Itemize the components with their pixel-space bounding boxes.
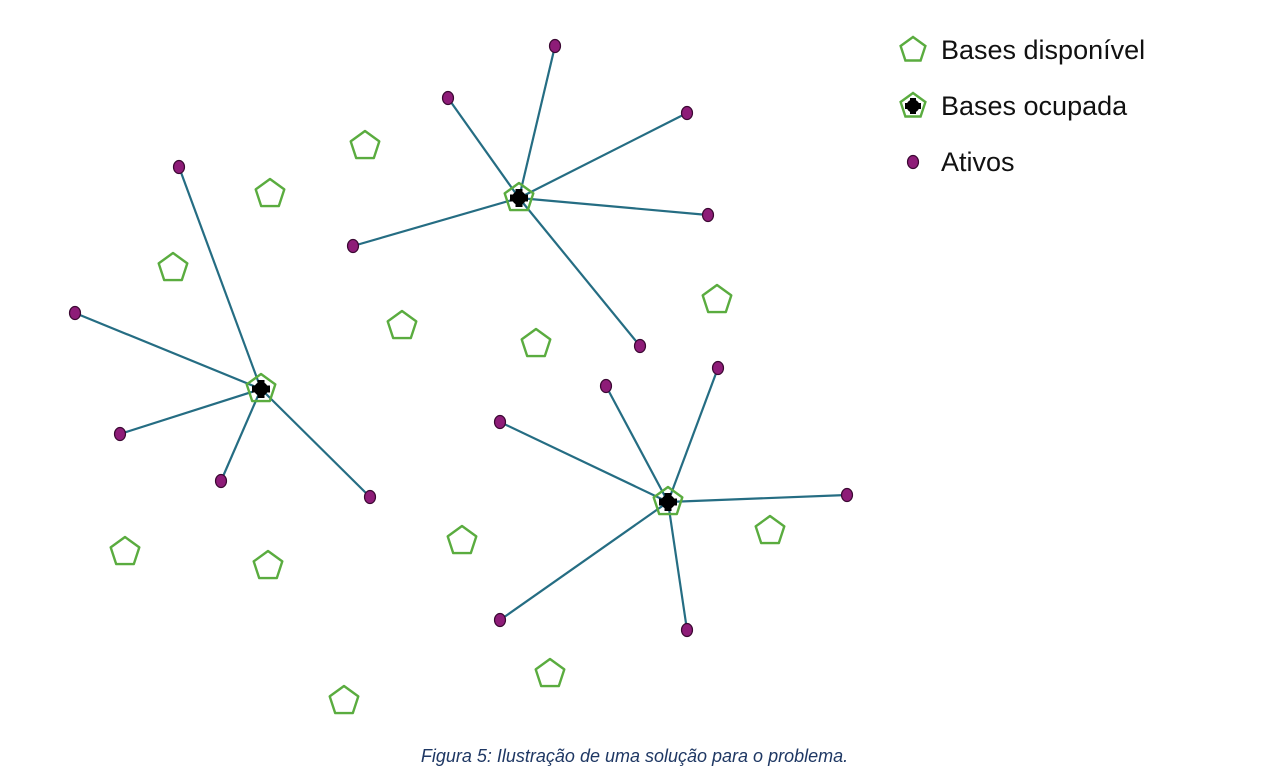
asset-dot-icon xyxy=(363,489,377,505)
available-base-icon xyxy=(328,684,360,715)
available-base-icon xyxy=(349,129,381,160)
asset-dot-icon xyxy=(599,378,613,394)
connection-line xyxy=(260,388,371,498)
connection-line xyxy=(518,197,641,347)
available-bases xyxy=(109,129,786,715)
occupied-base-pentagon-icon xyxy=(503,181,535,212)
pentagon-outline-icon xyxy=(899,35,927,62)
available-base-icon xyxy=(446,524,478,555)
occupied-base xyxy=(652,485,684,516)
connection-line xyxy=(605,385,669,503)
connection-line xyxy=(499,421,669,503)
connection-line xyxy=(667,493,848,504)
available-base-icon xyxy=(534,657,566,688)
legend-assets-label: Ativos xyxy=(941,146,1015,177)
legend-item-available: Bases disponível xyxy=(895,22,1145,78)
occupied-marker-bar xyxy=(664,493,672,511)
connection-line xyxy=(119,387,262,436)
asset-dot-icon xyxy=(548,38,562,54)
legend-item-occupied: Bases ocupada xyxy=(895,78,1145,134)
available-base-icon xyxy=(386,309,418,340)
available-base-icon xyxy=(252,549,284,580)
asset-dot-icon xyxy=(711,360,725,376)
connection-line xyxy=(666,367,720,503)
connection-line xyxy=(499,501,669,621)
connection-line xyxy=(352,196,520,248)
purple-dot-icon xyxy=(906,154,920,170)
asset-dot-icon xyxy=(493,414,507,430)
occupied-base-pentagon-icon xyxy=(245,372,277,403)
legend-item-assets: Ativos xyxy=(895,134,1145,190)
asset-dot-icon xyxy=(680,105,694,121)
available-base-icon xyxy=(109,535,141,566)
asset-dot-icon xyxy=(680,622,694,638)
asset-dot-icon xyxy=(633,338,647,354)
connection-line xyxy=(518,112,688,199)
asset-dot-icon xyxy=(68,305,82,321)
asset-dot-icon xyxy=(113,426,127,442)
connection-line xyxy=(74,311,262,391)
occupied-base xyxy=(503,181,535,212)
occupied-marker-bar xyxy=(257,380,265,398)
connection-lines xyxy=(74,45,848,631)
assets xyxy=(68,38,854,638)
connection-line xyxy=(447,97,520,199)
available-base-icon xyxy=(254,177,286,208)
legend: Bases disponível Bases ocupada Ativos xyxy=(895,22,1145,190)
available-base-icon xyxy=(157,251,189,282)
available-base-icon xyxy=(701,283,733,314)
connection-line xyxy=(219,388,263,482)
occupied-marker-bar xyxy=(515,189,523,207)
connection-line xyxy=(666,501,689,631)
legend-occupied-label: Bases ocupada xyxy=(941,90,1128,121)
asset-dot-icon xyxy=(493,612,507,628)
asset-dot-icon xyxy=(840,487,854,503)
asset-dot-icon xyxy=(441,90,455,106)
connection-line xyxy=(177,166,263,390)
connection-line xyxy=(518,196,709,217)
available-base-icon xyxy=(520,327,552,358)
figure-caption: Figura 5: Ilustração de uma solução para… xyxy=(420,746,849,766)
occupied-base-icon xyxy=(899,91,927,118)
occupied-base xyxy=(245,372,277,403)
available-base-icon xyxy=(754,514,786,545)
legend-available-label: Bases disponível xyxy=(941,34,1146,65)
connection-line xyxy=(517,45,557,199)
occupied-bases xyxy=(245,181,684,516)
asset-dot-icon xyxy=(346,238,360,254)
asset-dot-icon xyxy=(214,473,228,489)
occupied-base-pentagon-icon xyxy=(652,485,684,516)
asset-dot-icon xyxy=(172,159,186,175)
asset-dot-icon xyxy=(701,207,715,223)
